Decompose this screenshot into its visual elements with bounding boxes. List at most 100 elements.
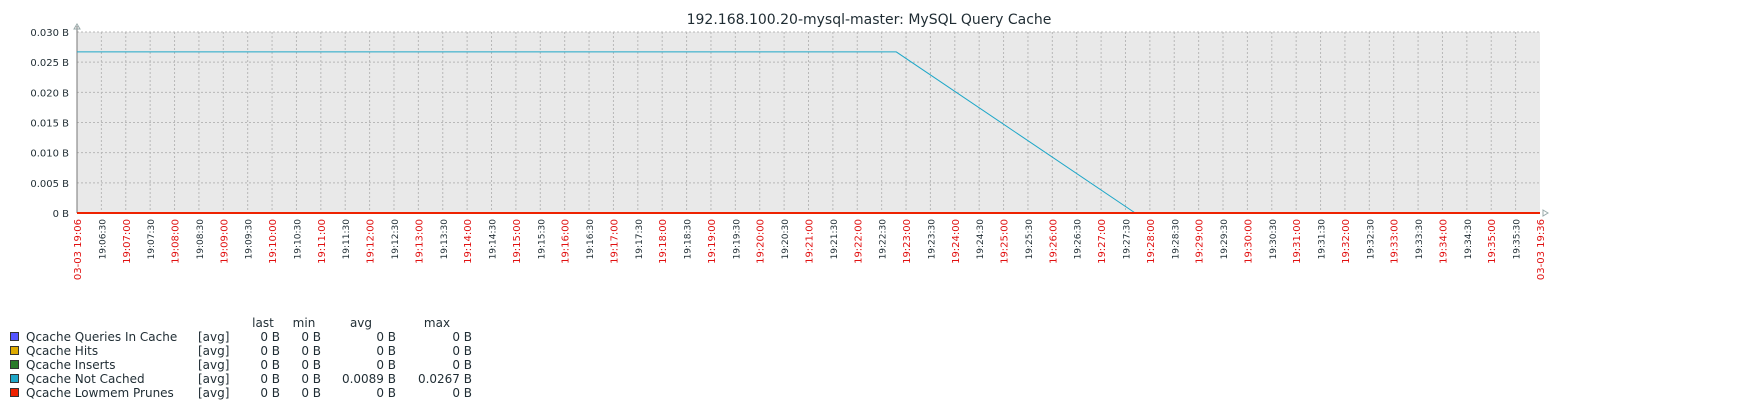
legend-min: 0 B (301, 344, 321, 358)
legend-function: [avg] (198, 386, 230, 400)
x-tick-label: 19:35:00 (1487, 219, 1498, 264)
x-tick-label: 19:13:30 (440, 219, 450, 260)
x-tick-label: 19:18:30 (684, 219, 694, 260)
x-tick-label: 19:27:00 (1097, 219, 1108, 264)
legend-series-name: Qcache Queries In Cache (26, 330, 178, 344)
legend-function: [avg] (198, 344, 230, 358)
x-tick-label: 19:24:30 (976, 219, 986, 260)
x-tick-label: 19:31:30 (1318, 219, 1328, 260)
legend-series-name: Qcache Hits (26, 344, 99, 358)
legend-min: 0 B (301, 330, 321, 344)
x-tick-label: 19:07:30 (147, 219, 157, 260)
x-tick-label: 19:08:30 (196, 219, 206, 260)
x-tick-label: 19:06:30 (98, 219, 108, 260)
legend-swatch (10, 360, 19, 369)
x-tick-label: 19:24:00 (951, 219, 962, 264)
legend-avg: 0 B (376, 330, 396, 344)
x-tick-label: 19:22:00 (853, 219, 864, 264)
y-axis-arrow-icon (73, 23, 81, 30)
x-tick-label: 19:26:00 (1048, 219, 1059, 264)
y-tick-label: 0.025 B (30, 58, 69, 69)
x-axis-arrow-icon (1542, 209, 1549, 217)
legend-max: 0 B (452, 358, 472, 372)
x-tick-label: 19:19:30 (732, 219, 742, 260)
legend-function: [avg] (198, 330, 230, 344)
x-tick-label: 19:20:00 (756, 219, 767, 264)
x-tick-label: 19:13:00 (414, 219, 425, 264)
x-tick-label: 19:16:00 (561, 219, 572, 264)
x-tick-label: 19:18:00 (658, 219, 669, 264)
x-tick-label: 19:10:30 (293, 219, 303, 260)
legend-series-name: Qcache Not Cached (26, 372, 145, 386)
x-tick-label: 19:30:30 (1269, 219, 1279, 260)
x-tick-label: 19:32:00 (1341, 219, 1352, 264)
x-tick-label: 19:29:30 (1220, 219, 1230, 260)
x-tick-label: 19:09:30 (245, 219, 255, 260)
legend-header-min: min (292, 316, 316, 330)
legend-min: 0 B (301, 358, 321, 372)
legend-max: 0 B (452, 330, 472, 344)
legend-last: 0 B (260, 344, 280, 358)
x-tick-label: 19:21:00 (805, 219, 816, 264)
x-tick-label: 19:15:30 (537, 219, 547, 260)
y-tick-label: 0.020 B (30, 88, 69, 99)
x-tick-label: 19:32:30 (1366, 219, 1376, 260)
x-tick-label: 19:27:30 (1122, 219, 1132, 260)
legend-function: [avg] (198, 372, 230, 386)
x-tick-label: 19:35:30 (1513, 219, 1523, 260)
x-tick-label: 19:34:30 (1464, 219, 1474, 260)
x-tick-label: 19:07:00 (122, 219, 133, 264)
x-tick-label: 19:17:00 (609, 219, 620, 264)
x-tick-label: 19:28:00 (1146, 219, 1157, 264)
legend-avg: 0 B (376, 386, 396, 400)
legend-series-name: Qcache Inserts (26, 358, 116, 372)
legend-min: 0 B (301, 386, 321, 400)
x-tick-label: 19:16:30 (586, 219, 596, 260)
legend-avg: 0 B (376, 358, 396, 372)
legend-swatch (10, 332, 19, 341)
x-tick-label: 19:33:00 (1390, 219, 1401, 264)
legend-last: 0 B (260, 330, 280, 344)
x-tick-label: 19:28:30 (1171, 219, 1181, 260)
y-tick-label: 0.010 B (30, 149, 69, 160)
plot-area (77, 32, 1540, 213)
legend-max: 0 B (452, 386, 472, 400)
legend-header-max: max (423, 316, 451, 330)
x-tick-label: 19:25:30 (1025, 219, 1035, 260)
y-tick-label: 0.015 B (30, 119, 69, 130)
x-tick-label: 19:30:00 (1243, 219, 1254, 264)
chart-title: 192.168.100.20-mysql-master: MySQL Query… (687, 12, 1052, 28)
x-tick-label: 19:10:00 (268, 219, 279, 264)
x-tick-label: 19:34:00 (1438, 219, 1449, 264)
legend-swatch (10, 346, 19, 355)
legend-header-avg: avg (349, 316, 373, 330)
legend-swatch (10, 374, 19, 383)
x-tick-label: 19:25:00 (1000, 219, 1011, 264)
x-tick-label: 19:31:00 (1292, 219, 1303, 264)
x-tick-label: 19:33:30 (1415, 219, 1425, 260)
x-tick-label: 19:11:30 (342, 219, 352, 260)
legend-max: 0.0267 B (417, 372, 472, 386)
x-tick-label: 19:26:30 (1074, 219, 1084, 260)
legend-avg: 0.0089 B (341, 372, 396, 386)
x-tick-label: 19:23:30 (927, 219, 937, 260)
x-tick-label: 19:29:00 (1195, 219, 1206, 264)
legend-swatch (10, 388, 19, 397)
x-tick-label: 19:08:00 (171, 219, 182, 264)
y-tick-label: 0.030 B (30, 28, 69, 39)
x-tick-label: 19:22:30 (879, 219, 889, 260)
x-tick-label-end: 03-03 19:36 (1536, 219, 1547, 280)
legend-header-last: last (252, 316, 274, 330)
x-tick-label: 19:19:00 (707, 219, 718, 264)
x-tick-label: 19:14:30 (489, 219, 499, 260)
legend-min: 0 B (301, 372, 321, 386)
y-tick-label: 0.005 B (30, 179, 69, 190)
legend-max: 0 B (452, 344, 472, 358)
x-tick-label: 19:17:30 (635, 219, 645, 260)
legend-function: [avg] (198, 358, 230, 372)
legend-avg: 0 B (376, 344, 396, 358)
x-tick-label: 19:12:00 (366, 219, 377, 264)
x-tick-label: 19:14:00 (463, 219, 474, 264)
x-tick-label: 19:09:00 (219, 219, 230, 264)
